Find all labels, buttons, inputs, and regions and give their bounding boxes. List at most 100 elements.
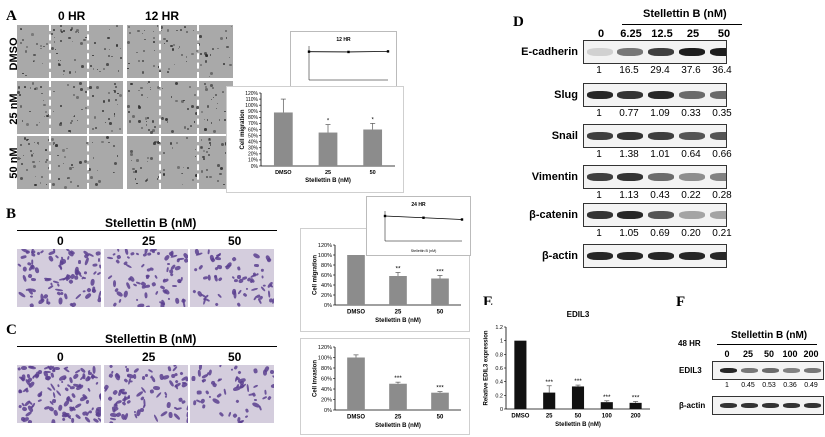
cell-speck bbox=[53, 36, 56, 38]
stained-cell bbox=[100, 255, 101, 263]
stained-cell bbox=[193, 267, 198, 272]
cell-speck bbox=[146, 161, 148, 163]
cell-speck bbox=[171, 129, 175, 133]
wound-edge-line bbox=[197, 25, 199, 78]
stained-cell bbox=[117, 249, 120, 253]
cell-speck bbox=[218, 172, 222, 176]
cell-speck bbox=[210, 122, 213, 124]
stained-cell bbox=[150, 376, 157, 384]
blot-band bbox=[679, 132, 705, 140]
cell-speck bbox=[59, 39, 62, 42]
cell-speck bbox=[94, 182, 98, 186]
y-tick-label: 120% bbox=[318, 243, 332, 249]
cell-speck bbox=[71, 164, 74, 167]
densitometry-value: 0.20 bbox=[681, 228, 701, 239]
bar bbox=[347, 255, 365, 305]
cell-speck bbox=[107, 36, 110, 40]
stained-cell bbox=[252, 252, 261, 260]
cell-speck bbox=[154, 140, 157, 144]
stained-cell bbox=[268, 290, 271, 297]
stained-cell bbox=[217, 276, 223, 282]
stained-cell bbox=[269, 369, 274, 375]
stained-cell bbox=[236, 274, 241, 280]
cell-speck bbox=[211, 48, 214, 51]
stained-cell bbox=[77, 260, 81, 265]
stained-cell bbox=[164, 395, 168, 399]
significance-mark: *** bbox=[436, 385, 444, 392]
stained-cell bbox=[246, 384, 249, 393]
stained-cell bbox=[159, 410, 168, 418]
stained-cell bbox=[251, 286, 259, 292]
stained-cell bbox=[212, 382, 218, 388]
cell-speck bbox=[92, 127, 95, 131]
stained-cell bbox=[223, 388, 227, 396]
cell-speck bbox=[51, 183, 55, 187]
cell-speck bbox=[63, 73, 65, 75]
stained-cell bbox=[56, 291, 62, 296]
wound-edge-line bbox=[87, 136, 89, 189]
cell-speck bbox=[25, 45, 29, 48]
y-axis-label: Relative EDIL3 expression bbox=[484, 330, 490, 405]
stained-cell bbox=[55, 389, 62, 397]
cell-speck bbox=[200, 111, 203, 114]
cell-speck bbox=[43, 45, 46, 48]
cell-speck bbox=[128, 120, 132, 123]
cell-speck bbox=[74, 70, 77, 73]
stained-cell bbox=[151, 249, 155, 253]
cell-speck bbox=[194, 174, 198, 178]
stained-cell bbox=[89, 278, 95, 287]
cell-speck bbox=[144, 39, 146, 41]
cell-speck bbox=[76, 95, 79, 99]
stained-cell bbox=[155, 291, 159, 296]
cell-speck bbox=[26, 168, 29, 171]
densitometry-value: 0.43 bbox=[650, 190, 670, 201]
cell-speck bbox=[156, 178, 159, 180]
bar bbox=[431, 278, 449, 305]
panel-d-header: Stellettin B (nM) bbox=[643, 8, 727, 20]
stained-cell bbox=[173, 412, 181, 420]
stained-cell bbox=[106, 256, 113, 261]
cell-speck bbox=[130, 82, 133, 86]
densitometry-value: 0.28 bbox=[712, 190, 732, 201]
blot-band bbox=[783, 403, 800, 408]
cell-speck bbox=[58, 177, 61, 180]
cell-speck bbox=[150, 88, 152, 90]
cell-speck bbox=[45, 158, 48, 162]
cell-speck bbox=[92, 156, 95, 159]
blot-band bbox=[617, 91, 643, 99]
panel-b-inset-plot: 24 HR Stellettin B (nM) bbox=[383, 202, 464, 253]
stained-cell bbox=[31, 252, 37, 257]
stained-cell bbox=[254, 263, 260, 267]
cell-speck bbox=[165, 117, 169, 121]
cell-speck bbox=[113, 113, 116, 116]
lane-header: 0 bbox=[724, 349, 730, 359]
stained-cell bbox=[235, 399, 240, 404]
stained-cell bbox=[169, 272, 174, 277]
cell-speck bbox=[161, 116, 165, 120]
densitometry-value: 29.4 bbox=[650, 65, 670, 76]
cell-speck bbox=[115, 99, 117, 101]
stained-cell bbox=[27, 365, 36, 370]
stained-cell bbox=[198, 264, 204, 271]
cell-speck bbox=[102, 110, 105, 113]
stained-cell bbox=[84, 291, 92, 300]
cell-speck bbox=[18, 94, 21, 96]
stained-cell bbox=[242, 292, 248, 298]
stained-cell bbox=[216, 392, 223, 398]
stained-cell bbox=[209, 396, 212, 399]
stained-cell bbox=[109, 365, 114, 369]
stained-cell bbox=[253, 383, 259, 388]
cell-speck bbox=[60, 25, 63, 28]
cell-speck bbox=[224, 118, 227, 121]
stained-cell bbox=[83, 271, 88, 275]
stained-cell bbox=[71, 393, 77, 399]
cell-speck bbox=[176, 142, 178, 145]
y-tick-label: 90% bbox=[248, 109, 259, 115]
stained-cell bbox=[144, 292, 149, 300]
blot-band bbox=[710, 173, 726, 181]
cell-speck bbox=[85, 141, 88, 144]
blot-protein-label: β-catenin bbox=[529, 209, 578, 221]
cell-speck bbox=[146, 117, 150, 120]
cell-speck bbox=[136, 159, 139, 162]
stained-cell bbox=[263, 389, 267, 395]
